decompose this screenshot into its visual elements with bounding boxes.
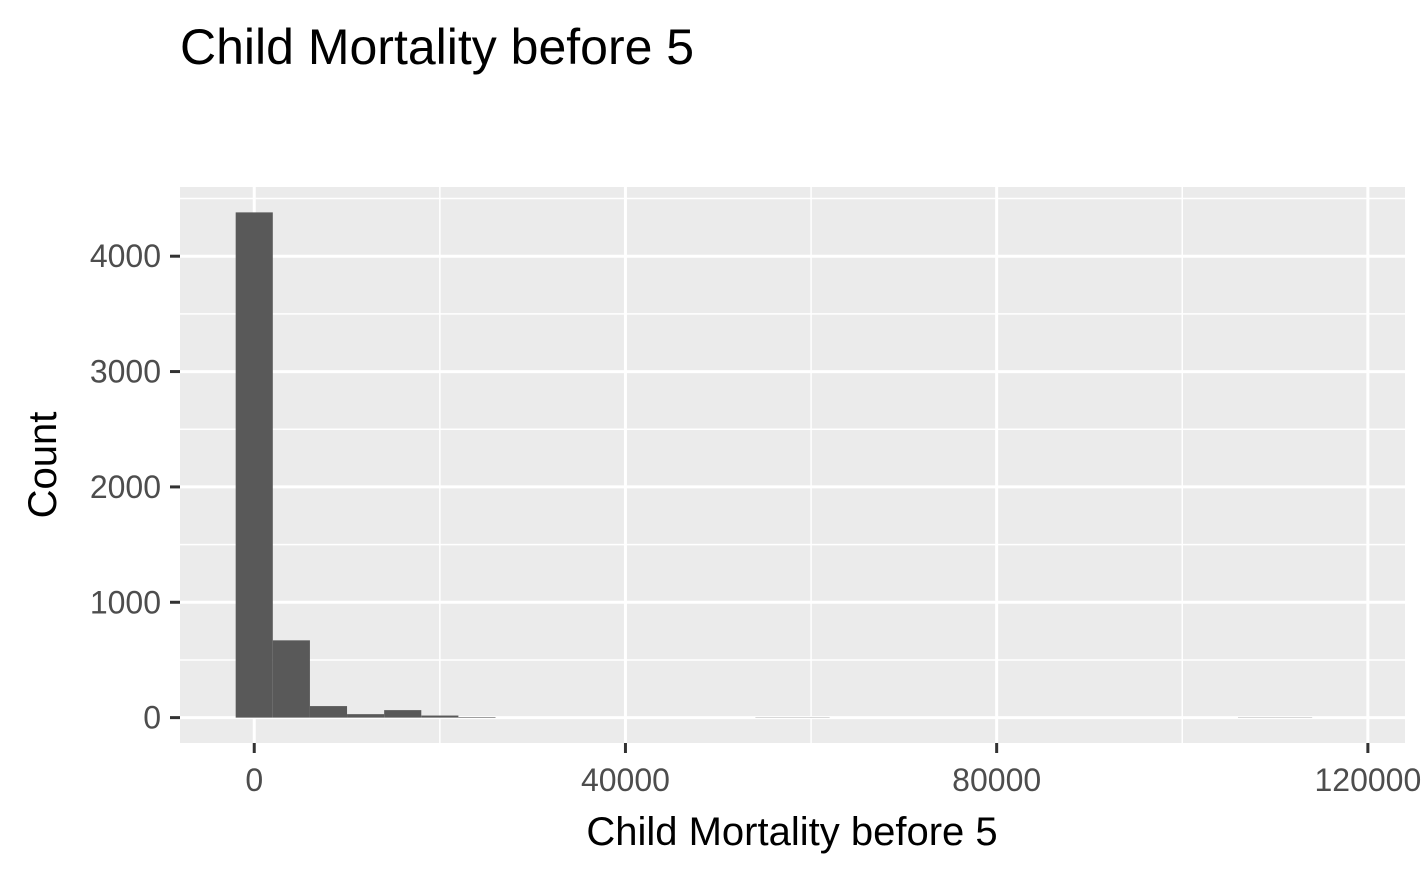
x-axis-title: Child Mortality before 5 bbox=[586, 810, 997, 854]
histogram-bar bbox=[235, 212, 273, 718]
x-axis: 0 40000 80000 120000 bbox=[245, 743, 1421, 798]
x-tick-label: 40000 bbox=[581, 762, 670, 798]
y-tick-label: 4000 bbox=[90, 238, 161, 274]
histogram-bar bbox=[347, 714, 385, 718]
x-tick-label: 0 bbox=[245, 762, 263, 798]
histogram-bar bbox=[421, 715, 459, 718]
x-tick-label: 120000 bbox=[1314, 762, 1421, 798]
y-axis-title: Count bbox=[21, 412, 65, 519]
y-axis: 0 1000 2000 3000 4000 bbox=[90, 238, 180, 736]
y-tick-label: 2000 bbox=[90, 469, 161, 505]
y-tick-label: 1000 bbox=[90, 584, 161, 620]
plot-panel bbox=[180, 187, 1405, 743]
y-tick-label: 0 bbox=[143, 700, 161, 736]
histogram-bar bbox=[458, 717, 496, 718]
histogram-bar bbox=[384, 710, 422, 718]
y-tick-label: 3000 bbox=[90, 354, 161, 390]
minor-grid-lines bbox=[180, 187, 1405, 743]
histogram-bar bbox=[272, 640, 310, 718]
chart-title: Child Mortality before 5 bbox=[180, 19, 694, 75]
x-tick-label: 80000 bbox=[952, 762, 1041, 798]
histogram-bars bbox=[235, 212, 1313, 718]
histogram-bar bbox=[309, 706, 348, 718]
